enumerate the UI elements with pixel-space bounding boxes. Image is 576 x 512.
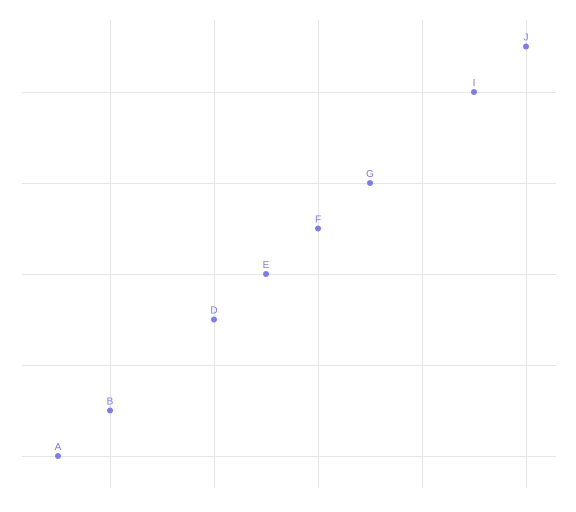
data-point-i [471, 89, 477, 95]
data-label-j: J [524, 33, 529, 44]
data-point-a [55, 453, 61, 459]
data-label-e: E [263, 260, 270, 271]
data-point-b [107, 407, 113, 414]
data-label-g: G [366, 169, 374, 180]
data-label-b: B [107, 397, 114, 408]
data-label-i: I [473, 78, 476, 89]
data-points [55, 43, 529, 459]
data-point-g [367, 180, 373, 186]
data-labels: A B D E F G I J [55, 33, 529, 454]
data-point-e [263, 271, 269, 277]
data-point-f [315, 225, 321, 232]
data-point-j [523, 43, 529, 50]
data-point-d [211, 316, 217, 323]
data-label-f: F [315, 215, 321, 226]
data-label-d: D [210, 306, 217, 317]
y-gridlines [22, 92, 556, 457]
x-gridlines [110, 20, 527, 488]
data-label-a: A [55, 442, 62, 453]
